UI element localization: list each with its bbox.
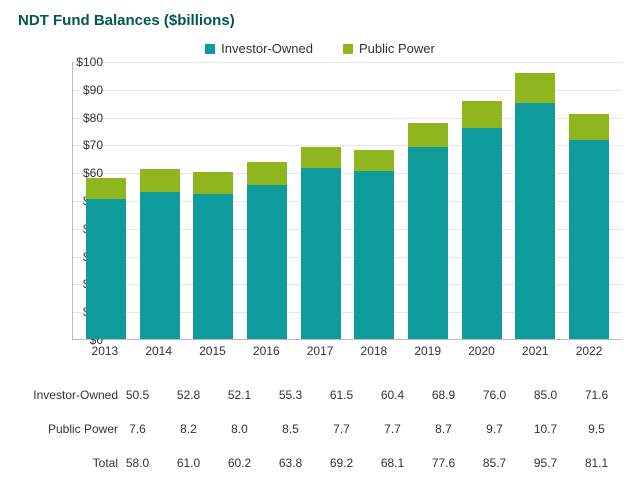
bar-segment	[408, 123, 448, 147]
legend-item-investor-owned: Investor-Owned	[205, 41, 313, 56]
bar-column	[354, 150, 394, 339]
bar-segment	[193, 194, 233, 339]
legend-swatch-public-power	[343, 44, 353, 54]
legend-swatch-investor-owned	[205, 44, 215, 54]
x-tick-label: 2019	[408, 340, 448, 362]
table-cell: 95.7	[526, 456, 566, 470]
bar-column	[515, 73, 555, 339]
bar-segment	[569, 140, 609, 339]
bar-column	[86, 178, 126, 340]
bar-segment	[86, 199, 126, 339]
bar-column	[569, 114, 609, 339]
bar-segment	[462, 128, 502, 339]
table-cell: 71.6	[577, 388, 617, 402]
bar-segment	[569, 114, 609, 140]
bar-column	[408, 123, 448, 339]
table-cell: 81.1	[577, 456, 617, 470]
table-cell: 60.4	[373, 388, 413, 402]
legend-item-public-power: Public Power	[343, 41, 435, 56]
legend-label: Investor-Owned	[221, 41, 313, 56]
bar-segment	[301, 147, 341, 168]
table-cell: 76.0	[475, 388, 515, 402]
table-cell: 8.0	[220, 422, 260, 436]
bar-column	[193, 172, 233, 339]
table-cell: 7.6	[118, 422, 158, 436]
table-cell: 68.1	[373, 456, 413, 470]
bar-segment	[354, 150, 394, 171]
x-tick-label: 2020	[461, 340, 501, 362]
table-row: Investor-Owned50.552.852.155.361.560.468…	[32, 378, 628, 412]
table-cell: 55.3	[271, 388, 311, 402]
table-cell: 63.8	[271, 456, 311, 470]
chart-area: $0$10$20$30$40$50$60$70$80$90$100 201320…	[32, 62, 628, 362]
table-cell: 7.7	[322, 422, 362, 436]
bar-segment	[354, 171, 394, 339]
table-cell: 8.2	[169, 422, 209, 436]
table-row: Public Power7.68.28.08.57.77.78.79.710.7…	[32, 412, 628, 446]
table-cell: 50.5	[118, 388, 158, 402]
table-cell: 52.1	[220, 388, 260, 402]
table-cell: 60.2	[220, 456, 260, 470]
table-cell: 7.7	[373, 422, 413, 436]
bar-column	[462, 101, 502, 339]
table-cell: 61.0	[169, 456, 209, 470]
bar-column	[247, 162, 287, 339]
x-tick-label: 2017	[300, 340, 340, 362]
bar-segment	[247, 162, 287, 186]
bar-segment	[515, 103, 555, 339]
x-tick-label: 2014	[139, 340, 179, 362]
chart-title: NDT Fund Balances ($billions)	[0, 0, 640, 29]
table-cell: 8.5	[271, 422, 311, 436]
table-cell: 77.6	[424, 456, 464, 470]
plot-region: $0$10$20$30$40$50$60$70$80$90$100	[72, 62, 622, 340]
x-tick-label: 2016	[246, 340, 286, 362]
x-tick-label: 2013	[85, 340, 125, 362]
bar-segment	[247, 185, 287, 339]
table-row: Total58.061.060.263.869.268.177.685.795.…	[32, 446, 628, 480]
table-cell: 85.0	[526, 388, 566, 402]
bar-segment	[140, 192, 180, 339]
table-cell: 8.7	[424, 422, 464, 436]
x-tick-label: 2022	[569, 340, 609, 362]
bar-segment	[301, 168, 341, 339]
bars-container	[73, 62, 622, 339]
table-cell: 85.7	[475, 456, 515, 470]
table-cell: 61.5	[322, 388, 362, 402]
table-cell: 10.7	[526, 422, 566, 436]
data-table: Investor-Owned50.552.852.155.361.560.468…	[32, 378, 628, 480]
legend-label: Public Power	[359, 41, 435, 56]
bar-segment	[140, 169, 180, 192]
bar-segment	[86, 178, 126, 199]
x-tick-label: 2021	[515, 340, 555, 362]
x-axis-labels: 2013 2014 2015 2016 2017 2018 2019 2020 2021 2022	[72, 340, 622, 362]
bar-segment	[462, 101, 502, 128]
table-cell: 9.5	[577, 422, 617, 436]
bar-segment	[408, 147, 448, 339]
table-cell: 68.9	[424, 388, 464, 402]
bar-column	[140, 169, 180, 339]
table-cell: 69.2	[322, 456, 362, 470]
x-tick-label: 2015	[192, 340, 232, 362]
bar-column	[301, 147, 341, 339]
table-cell: 52.8	[169, 388, 209, 402]
bar-segment	[193, 172, 233, 194]
bar-segment	[515, 73, 555, 103]
x-tick-label: 2018	[354, 340, 394, 362]
table-cell: 9.7	[475, 422, 515, 436]
table-cell: 58.0	[118, 456, 158, 470]
